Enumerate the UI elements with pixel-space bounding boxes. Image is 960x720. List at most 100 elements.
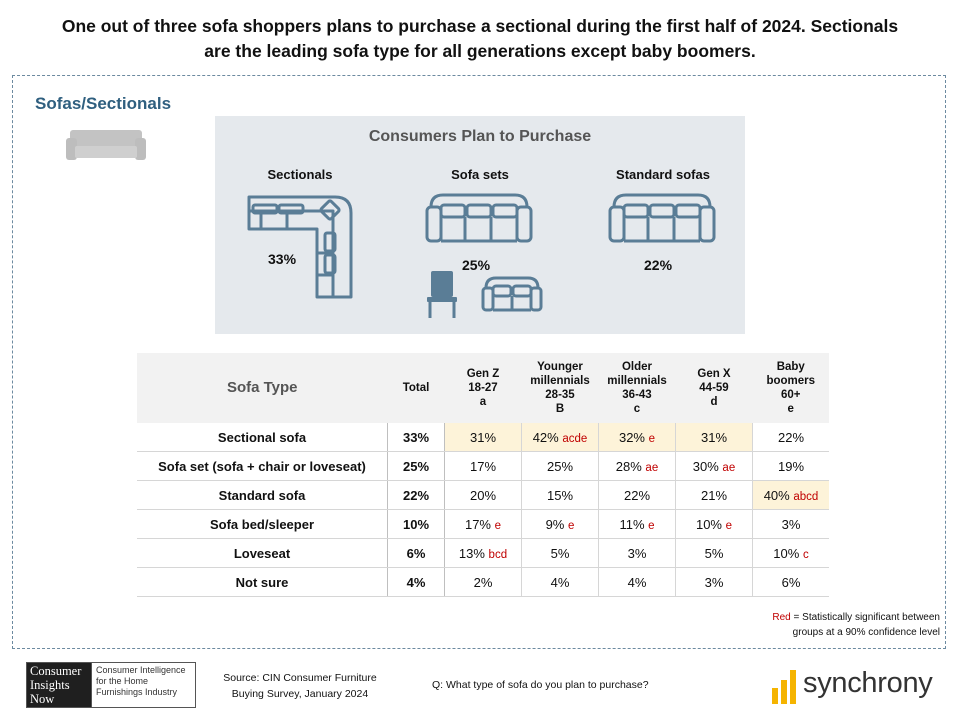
sofa-sets-label: Sofa sets	[451, 167, 509, 182]
row-label: Sofa bed/sleeper	[137, 509, 388, 539]
header-older-millennials: Older millennials 36-43 c	[598, 353, 676, 423]
value-cell: 5%	[675, 538, 753, 568]
cell-value: 40%	[763, 487, 790, 503]
purchase-panel: Consumers Plan to Purchase Sectionals So…	[215, 116, 745, 334]
value-cell: 9% e	[521, 509, 599, 539]
cell-value: 3%	[627, 545, 647, 561]
value-cell: 32% e	[598, 423, 676, 452]
value-cell: 4%	[598, 567, 676, 597]
cell-value: 25%	[546, 458, 574, 474]
header-total: Total	[387, 353, 445, 423]
value-cell: 17% e	[444, 509, 522, 539]
section-title: Sofas/Sectionals	[35, 94, 172, 113]
standard-sofas-label: Standard sofas	[616, 167, 710, 182]
cell-value: 28%	[615, 458, 642, 474]
total-cell: 22%	[387, 480, 445, 510]
significance-letters: e	[568, 519, 575, 532]
value-cell: 22%	[598, 480, 676, 510]
value-cell: 10% c	[752, 538, 829, 568]
sectional-icon	[247, 195, 353, 299]
row-label: Loveseat	[137, 538, 388, 568]
table-row: Sofa bed/sleeper 10% 17% e 9% e 11% e 10% e 3%	[137, 509, 829, 539]
significance-letters: ae	[722, 461, 736, 474]
value-cell: 22%	[752, 423, 829, 452]
cell-value: 20%	[469, 487, 497, 503]
panel-title: Consumers Plan to Purchase	[368, 128, 592, 145]
cell-value: 5%	[550, 545, 570, 561]
value-cell: 31%	[444, 423, 522, 452]
cin-logo: Consumer Insights Now Consumer Intellige…	[26, 662, 196, 708]
sofa-type-table: Sofa Type Total Gen Z 18-27 a Younger mill…	[137, 353, 829, 597]
cell-value: 3%	[781, 516, 801, 532]
synchrony-logo-icon	[772, 670, 796, 704]
cell-value: 13%	[458, 545, 485, 561]
significance-letters: e	[494, 519, 502, 532]
cell-value: 19%	[777, 458, 805, 474]
value-cell: 19%	[752, 451, 829, 481]
cell-value: 5%	[704, 545, 724, 561]
row-label: Sectional sofa	[137, 423, 388, 452]
cell-value: 17%	[469, 458, 497, 474]
total-cell: 4%	[387, 567, 445, 597]
value-cell: 42% acde	[521, 423, 599, 452]
synchrony-brand: synchrony	[803, 667, 933, 699]
header-gen-z: Gen Z 18-27 a	[444, 353, 522, 423]
row-label: Sofa set (sofa + chair or loveseat)	[137, 451, 388, 481]
cell-value: 30%	[692, 458, 719, 474]
cell-value: 10%	[773, 545, 800, 561]
header-sofa-type: Sofa Type	[137, 353, 388, 423]
sofa-logo-icon	[66, 130, 146, 160]
cell-value: 10%	[695, 516, 722, 532]
significance-letters: abcd	[793, 490, 819, 503]
table-row: Loveseat 6% 13% bcd 5% 3% 5% 10% c	[137, 538, 829, 568]
cell-value: 11%	[619, 516, 645, 532]
headline: One out of three sofa shoppers plans to …	[61, 16, 899, 61]
cell-value: 32%	[618, 429, 645, 445]
content-frame	[12, 75, 946, 649]
significance-letters: e	[648, 519, 655, 532]
value-cell: 31%	[675, 423, 753, 452]
total-cell: 6%	[387, 538, 445, 568]
header-baby-boomers: Baby boomers 60+ e	[752, 353, 829, 423]
cell-value: 31%	[469, 429, 497, 445]
cell-value: 2%	[473, 574, 493, 590]
header-gen-x: Gen X 44-59 d	[675, 353, 753, 423]
cin-logo-wordmark: Consumer Insights Now	[27, 663, 91, 707]
total-cell: 10%	[387, 509, 445, 539]
table-header-row: Sofa Type Total Gen Z 18-27 a Younger mill…	[137, 353, 829, 423]
loveseat-icon	[481, 276, 543, 312]
value-cell: 4%	[521, 567, 599, 597]
standard-sofas-value: 22%	[644, 257, 673, 273]
value-cell: 3%	[598, 538, 676, 568]
value-cell: 2%	[444, 567, 522, 597]
value-cell: 13% bcd	[444, 538, 522, 568]
significance-letters: acde	[562, 432, 588, 445]
chair-icon	[427, 271, 457, 318]
cin-logo-tagline: Consumer Intelligence for the Home Furni…	[91, 663, 195, 707]
cell-value: 42%	[532, 429, 559, 445]
significance-note: Red = Statistically significant between …	[772, 612, 940, 638]
total-cell: 33%	[387, 423, 445, 452]
significance-letters: ae	[645, 461, 659, 474]
significance-letters: e	[725, 519, 733, 532]
value-cell: 40% abcd	[752, 480, 829, 510]
significance-letters: bcd	[488, 548, 508, 561]
value-cell: 3%	[675, 567, 753, 597]
significance-letters: e	[648, 432, 656, 445]
total-cell: 25%	[387, 451, 445, 481]
cell-value: 21%	[700, 487, 728, 503]
value-cell: 6%	[752, 567, 829, 597]
sofa-set-icon	[425, 193, 533, 243]
cell-value: 17%	[464, 516, 491, 532]
cell-value: 9%	[545, 516, 565, 532]
value-cell: 11% e	[598, 509, 676, 539]
row-label: Not sure	[137, 567, 388, 597]
value-cell: 10% e	[675, 509, 753, 539]
sectionals-label: Sectionals	[267, 167, 333, 182]
table-row: Sofa set (sofa + chair or loveseat) 25% 17…	[137, 451, 829, 481]
cell-value: 15%	[546, 487, 574, 503]
cell-value: 31%	[700, 429, 728, 445]
value-cell: 3%	[752, 509, 829, 539]
table-row: Not sure 4% 2% 4% 4% 3% 6%	[137, 567, 829, 597]
value-cell: 25%	[521, 451, 599, 481]
